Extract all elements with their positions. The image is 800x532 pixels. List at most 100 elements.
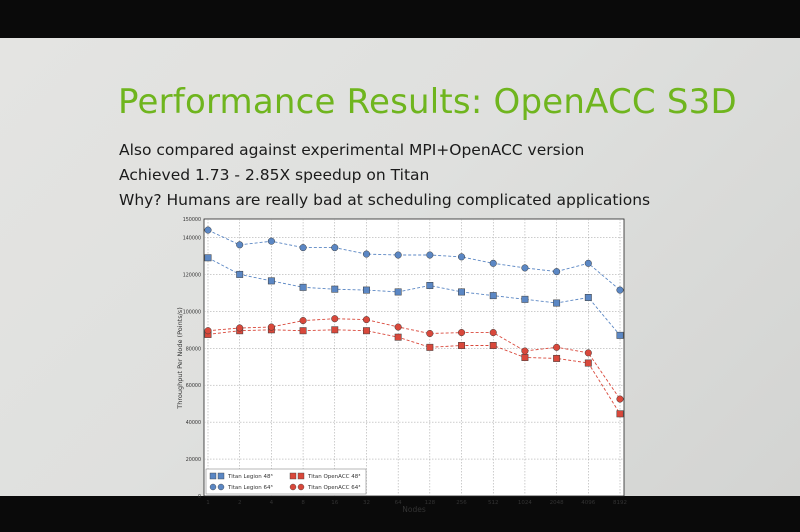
slide-title: Performance Results: OpenACC S3D xyxy=(118,82,737,122)
x-tick-label: 4096 xyxy=(581,500,595,506)
x-tick-label: 1 xyxy=(206,500,210,506)
data-point xyxy=(553,354,561,362)
series-line xyxy=(207,257,621,336)
data-point xyxy=(426,251,434,259)
legend-label: Titan Legion 48³ xyxy=(227,473,273,480)
bullet-point: Achieved 1.73 - 2.85X speedup on Titan xyxy=(119,166,430,184)
legend-item: Titan Legion 48³ xyxy=(209,472,273,480)
data-point xyxy=(204,254,212,262)
y-tick-label: 40000 xyxy=(186,420,201,426)
legend-marker xyxy=(209,483,217,491)
bullet-point: Also compared against experimental MPI+O… xyxy=(119,141,585,159)
data-point xyxy=(616,331,624,339)
data-point xyxy=(426,282,434,289)
data-series xyxy=(204,226,624,294)
x-tick-label: 512 xyxy=(488,500,499,506)
y-tick-label: 120000 xyxy=(183,272,201,278)
data-point xyxy=(426,343,434,351)
x-tick-label: 4 xyxy=(270,500,274,506)
legend-marker xyxy=(297,483,305,491)
data-point xyxy=(331,315,339,323)
legend-item: Titan Legion 64³ xyxy=(209,483,273,491)
presentation-slide: Performance Results: OpenACC S3D Also co… xyxy=(0,38,800,514)
legend-marker xyxy=(217,472,225,480)
y-tick-label: 20000 xyxy=(186,457,201,463)
x-tick-label: 64 xyxy=(395,500,402,506)
x-tick-label: 2048 xyxy=(550,500,564,506)
data-point xyxy=(457,253,466,261)
legend-marker xyxy=(217,483,225,491)
legend: Titan Legion 48³ Titan Legion 64³ Titan Op… xyxy=(205,468,367,495)
data-point xyxy=(489,329,497,337)
grid xyxy=(204,219,624,496)
data-point xyxy=(458,342,465,349)
x-tick-label: 256 xyxy=(456,500,467,506)
legend-marker xyxy=(297,472,305,480)
data-point xyxy=(521,347,529,355)
legend-box xyxy=(205,468,367,495)
legend-marker xyxy=(209,472,217,480)
x-tick-label: 8192 xyxy=(613,500,627,506)
y-tick-label: 100000 xyxy=(183,309,201,315)
data-point xyxy=(204,327,212,335)
x-tick-label: 16 xyxy=(331,500,338,506)
legend-label: Titan OpenACC 48³ xyxy=(307,473,360,480)
data-point xyxy=(521,295,529,303)
data-point xyxy=(457,329,466,337)
data-point xyxy=(584,359,592,367)
data-point xyxy=(363,286,370,294)
data-point xyxy=(458,288,465,296)
y-axis-label: Throughput Per Node (Points/s) xyxy=(176,307,184,409)
y-tick-label: 60000 xyxy=(186,383,201,389)
series-line xyxy=(207,318,621,400)
legend-marker xyxy=(289,472,297,480)
data-point xyxy=(489,342,497,349)
data-point xyxy=(521,354,529,361)
data-point xyxy=(584,294,592,301)
y-tick-label: 140000 xyxy=(183,235,201,241)
bullet-point: Why? Humans are really bad at scheduling… xyxy=(119,191,651,209)
data-point xyxy=(394,251,402,259)
x-tick-label: 8 xyxy=(301,500,305,506)
data-point xyxy=(362,250,371,258)
plot-area xyxy=(203,218,625,497)
data-point xyxy=(299,317,307,325)
data-point xyxy=(394,288,402,296)
legend-item: Titan OpenACC 64³ xyxy=(289,483,360,491)
data-point xyxy=(553,299,561,307)
y-tick-label: 80000 xyxy=(186,346,201,352)
legend-item: Titan OpenACC 48³ xyxy=(289,472,360,480)
legend-marker xyxy=(289,483,297,491)
data-point xyxy=(584,259,592,267)
data-point xyxy=(204,226,212,234)
series-line xyxy=(207,329,621,415)
x-tick-label: 128 xyxy=(425,500,436,506)
data-point xyxy=(331,285,339,293)
data-point xyxy=(267,323,275,331)
x-tick-label: 2 xyxy=(238,500,242,506)
data-point xyxy=(394,323,402,331)
legend-label: Titan Legion 64³ xyxy=(227,484,273,491)
data-point xyxy=(553,343,561,351)
data-point xyxy=(616,395,624,403)
data-point xyxy=(521,264,529,272)
data-point xyxy=(299,283,307,291)
x-tick-label: 32 xyxy=(363,500,370,506)
data-point xyxy=(236,270,244,278)
data-point xyxy=(236,324,244,332)
data-point xyxy=(299,244,307,252)
data-point xyxy=(236,241,244,249)
series-layer xyxy=(204,226,624,418)
data-point xyxy=(331,244,339,252)
data-point xyxy=(489,292,497,300)
y-tick-label: 150000 xyxy=(183,217,201,223)
x-tick-label: 1024 xyxy=(518,500,532,506)
data-point xyxy=(394,333,402,341)
legend-label: Titan OpenACC 64³ xyxy=(307,484,360,491)
data-point xyxy=(489,259,497,267)
data-point xyxy=(331,326,339,334)
y-tick-label: 0 xyxy=(198,494,201,500)
data-point xyxy=(267,277,275,285)
data-point xyxy=(616,410,624,418)
data-point xyxy=(584,349,592,357)
